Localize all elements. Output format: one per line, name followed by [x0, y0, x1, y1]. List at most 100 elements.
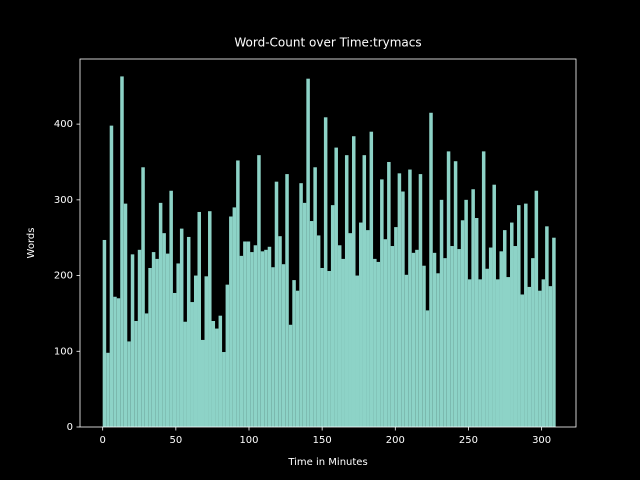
- x-tick-label: 200: [386, 435, 405, 446]
- bar: [281, 264, 286, 427]
- bar: [186, 236, 191, 427]
- bar: [351, 136, 356, 428]
- bar: [418, 174, 423, 427]
- bar: [488, 247, 493, 427]
- bar: [197, 211, 202, 427]
- bar: [158, 202, 163, 427]
- bar: [344, 155, 349, 427]
- x-axis-label: Time in Minutes: [287, 457, 367, 468]
- bar: [527, 286, 532, 427]
- bar: [130, 254, 135, 427]
- bar: [225, 284, 230, 427]
- bar: [295, 290, 300, 427]
- bar: [524, 203, 528, 427]
- bar: [453, 161, 458, 427]
- bar: [201, 339, 205, 427]
- bar: [204, 276, 209, 427]
- bar: [120, 76, 124, 427]
- bar: [474, 218, 479, 427]
- bar: [394, 227, 398, 427]
- bar: [190, 302, 194, 427]
- bar: [531, 258, 535, 427]
- bar: [517, 205, 521, 427]
- bar: [165, 253, 170, 427]
- bar: [495, 279, 500, 427]
- bar: [366, 230, 370, 427]
- bar: [148, 267, 152, 427]
- bar: [123, 203, 128, 427]
- bar: [499, 251, 503, 427]
- x-tick-label: 50: [169, 435, 182, 446]
- bar: [278, 236, 282, 427]
- bar: [183, 321, 187, 427]
- bar: [253, 245, 258, 427]
- bar: [429, 112, 433, 427]
- bar: [320, 267, 324, 427]
- bar: [141, 167, 145, 427]
- bar: [215, 328, 219, 427]
- bar: [383, 239, 388, 427]
- bar: [116, 298, 121, 427]
- bar: [541, 279, 546, 427]
- bar: [471, 189, 475, 427]
- bar: [267, 246, 272, 427]
- bar: [446, 151, 451, 427]
- bar: [179, 228, 184, 427]
- bar: [460, 220, 465, 427]
- bar: [208, 211, 212, 427]
- bar: [404, 274, 409, 427]
- bar: [390, 246, 395, 427]
- bar: [415, 249, 419, 427]
- y-tick-label: 100: [54, 346, 73, 357]
- bar: [134, 320, 138, 427]
- bar: [288, 324, 293, 427]
- x-tick-label: 100: [239, 435, 258, 446]
- bar: [257, 155, 261, 427]
- bar: [155, 258, 159, 427]
- bar: [439, 199, 444, 427]
- bar: [232, 207, 237, 427]
- bar: [137, 249, 142, 427]
- bar: [243, 241, 247, 427]
- x-tick-label: 300: [532, 435, 551, 446]
- bar: [362, 155, 367, 427]
- bar: [309, 221, 314, 427]
- y-tick-label: 200: [54, 271, 73, 282]
- bar: [172, 292, 177, 427]
- bar: [176, 263, 180, 427]
- bar: [425, 310, 430, 427]
- y-tick-label: 300: [54, 195, 73, 206]
- bar: [411, 252, 416, 427]
- bar: [436, 273, 440, 427]
- bar: [127, 341, 131, 427]
- bar: [534, 190, 539, 427]
- bar: [548, 286, 553, 427]
- bar: [113, 296, 117, 427]
- bar: [218, 315, 223, 427]
- bar: [264, 249, 268, 427]
- bar: [144, 313, 149, 427]
- bar: [169, 190, 173, 427]
- bar: [502, 230, 507, 427]
- bar: [292, 280, 296, 427]
- bar: [478, 279, 482, 427]
- bar: [359, 222, 363, 427]
- bar: [481, 151, 486, 427]
- chart-title: Word-Count over Time:trymacs: [234, 36, 421, 50]
- bar: [260, 251, 265, 427]
- bar: [506, 277, 511, 427]
- bar: [316, 235, 321, 427]
- bar: [552, 237, 556, 427]
- bar: [376, 261, 381, 427]
- bar: [467, 279, 472, 427]
- bar: [432, 252, 437, 427]
- x-tick-label: 150: [313, 435, 332, 446]
- bar: [109, 125, 114, 428]
- bar: [246, 241, 251, 427]
- bar: [492, 184, 496, 427]
- bar: [401, 191, 405, 427]
- bar: [334, 147, 338, 427]
- bar: [545, 226, 549, 427]
- bar: [348, 233, 352, 427]
- bar: [299, 183, 303, 427]
